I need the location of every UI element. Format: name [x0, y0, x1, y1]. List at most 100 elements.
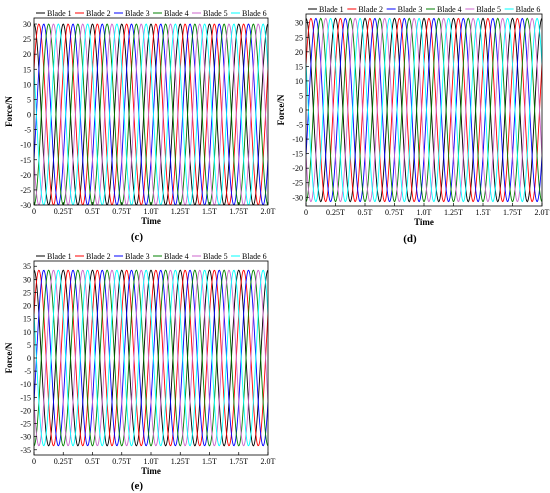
series-line-5	[34, 269, 268, 447]
legend-label-6: Blade 6	[516, 5, 541, 14]
y-tick-label: -10	[20, 380, 31, 389]
y-tick-label: 5	[27, 341, 31, 350]
y-tick-label: -15	[20, 156, 31, 165]
legend-label-4: Blade 4	[164, 252, 189, 261]
y-tick-label: 15	[23, 315, 31, 324]
legend-label-2: Blade 2	[86, 252, 111, 261]
y-tick-label: -5	[24, 367, 31, 376]
y-tick-label: -30	[20, 201, 31, 210]
x-tick-label: 0	[32, 457, 36, 466]
y-tick-label: -20	[20, 406, 31, 415]
x-tick-label: 0.5T	[358, 208, 373, 217]
x-tick-label: 1.75T	[229, 457, 248, 466]
x-tick-label: 0.75T	[112, 457, 131, 466]
chart-panel-3: 0 0.25T 0.5T 0.75T 1.0T 1.25T 1.5T 1.75T 2.0T 35 3…	[4, 252, 276, 492]
y-tick-label: 5	[299, 91, 303, 100]
legend-label-4: Blade 4	[437, 5, 462, 14]
y-tick-label: 10	[295, 77, 303, 86]
x-tick-label: 1.75T	[229, 207, 248, 216]
y-axis-label: Force/N	[4, 342, 14, 373]
legend-label-2: Blade 2	[86, 9, 111, 18]
x-axis-label: Time	[141, 216, 161, 226]
y-tick-label: 15	[295, 62, 303, 71]
y-axis-label: Force/N	[4, 96, 14, 127]
y-tick-label: -25	[20, 186, 31, 195]
x-tick-label: 1.0T	[417, 208, 432, 217]
x-axis-label: Time	[141, 466, 161, 476]
y-tick-label: 25	[23, 288, 31, 297]
series-line-6	[306, 17, 542, 203]
x-tick-label: 2.0T	[261, 457, 276, 466]
x-tick-label: 0.5T	[85, 457, 100, 466]
plot-frame	[33, 260, 269, 456]
y-tick-label: 35	[23, 262, 31, 271]
y-tick-label: 15	[23, 65, 31, 74]
legend: Blade 1 Blade 2 Blade 3 Blade 4 Blade 5 Blade…	[308, 5, 540, 14]
legend: Blade 1 Blade 2 Blade 3 Blade 4 Blade 5 Blade…	[36, 9, 267, 18]
legend-label-5: Blade 5	[203, 252, 228, 261]
y-tick-label: 30	[295, 19, 303, 28]
legend-label-1: Blade 1	[47, 9, 72, 18]
y-tick-label: -30	[292, 193, 303, 202]
chart-panel-2: 0 0.25T 0.5T 0.75T 1.0T 1.25T 1.5T 1.75T 2.0T 30 2…	[276, 5, 550, 245]
y-tick-label: 20	[23, 302, 31, 311]
series-line-5	[306, 17, 542, 203]
legend-label-6: Blade 6	[242, 9, 267, 18]
chart-panel-1: 0 0.25T 0.5T 0.75T 1.0T 1.25T 1.5T 1.75T 2.0T 30 2…	[4, 9, 276, 243]
legend: Blade 1 Blade 2 Blade 3 Blade 4 Blade 5 Blade…	[36, 252, 267, 261]
x-tick-label: 0.5T	[85, 207, 100, 216]
x-tick-label: 0.25T	[54, 207, 73, 216]
x-tick-label: 1.25T	[171, 207, 190, 216]
panel-caption: (d)	[403, 233, 417, 245]
series-line-5	[34, 23, 268, 205]
y-tick-label: -5	[24, 126, 31, 135]
x-tick-label: 1.25T	[171, 457, 190, 466]
legend-label-5: Blade 5	[476, 5, 501, 14]
x-tick-label: 1.5T	[202, 207, 217, 216]
x-tick-label: 1.5T	[476, 208, 491, 217]
y-tick-label: -25	[292, 179, 303, 188]
legend-label-1: Blade 1	[47, 252, 72, 261]
y-tick-label: -10	[292, 135, 303, 144]
y-tick-label: 20	[295, 48, 303, 57]
y-tick-label: 10	[23, 328, 31, 337]
x-tick-label: 0.75T	[112, 207, 131, 216]
y-tick-label: 0	[27, 111, 31, 120]
y-tick-label: 25	[23, 35, 31, 44]
legend-label-3: Blade 3	[125, 252, 150, 261]
y-tick-label: 0	[299, 106, 303, 115]
y-tick-label: 30	[23, 275, 31, 284]
x-tick-label: 0	[304, 208, 308, 217]
y-tick-label: 0	[27, 354, 31, 363]
x-tick-label: 0.25T	[326, 208, 345, 217]
x-tick-label: 1.0T	[144, 207, 159, 216]
legend-label-3: Blade 3	[125, 9, 150, 18]
legend-label-2: Blade 2	[358, 5, 383, 14]
y-tick-label: 20	[23, 50, 31, 59]
x-tick-label: 2.0T	[261, 207, 276, 216]
legend-label-5: Blade 5	[203, 9, 228, 18]
y-tick-label: -15	[20, 393, 31, 402]
y-tick-label: -20	[292, 164, 303, 173]
panel-caption: (c)	[131, 231, 144, 243]
y-tick-label: -10	[20, 141, 31, 150]
x-tick-label: 1.75T	[503, 208, 522, 217]
x-tick-label: 2.0T	[535, 208, 550, 217]
legend-label-4: Blade 4	[164, 9, 189, 18]
legend-label-1: Blade 1	[319, 5, 344, 14]
y-tick-label: -15	[292, 150, 303, 159]
y-tick-label: -35	[20, 446, 31, 455]
x-tick-label: 0.75T	[385, 208, 404, 217]
legend-label-3: Blade 3	[398, 5, 423, 14]
y-tick-label: 5	[27, 95, 31, 104]
x-tick-label: 0	[32, 207, 36, 216]
legend-label-6: Blade 6	[242, 252, 267, 261]
x-tick-label: 1.0T	[144, 457, 159, 466]
x-tick-label: 1.25T	[444, 208, 463, 217]
y-tick-label: -25	[20, 420, 31, 429]
y-tick-label: 25	[295, 33, 303, 42]
y-tick-label: -20	[20, 171, 31, 180]
y-tick-label: -30	[20, 433, 31, 442]
y-tick-label: -5	[296, 121, 303, 130]
series-line-6	[34, 269, 268, 447]
